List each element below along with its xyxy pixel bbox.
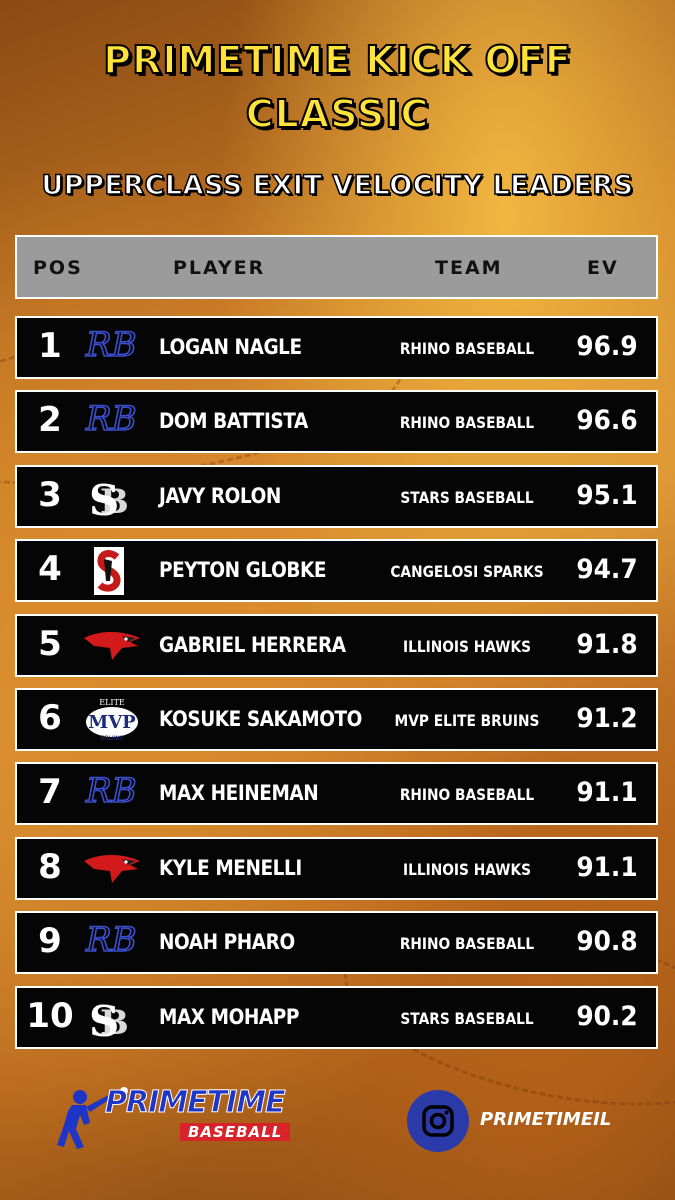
row-exit-velocity: 91.8 [576,628,638,660]
page-title-line2: CLASSIC [245,91,430,137]
table-row: 3 S B JAVY ROLON STARS BASEBALL 95.1 [15,464,658,528]
row-team-name: STARS BASEBALL [400,1008,534,1028]
instagram-icon [422,1105,454,1137]
table-row: 2 RB DOM BATTISTA RHINO BASEBALL 96.6 [15,390,658,454]
row-exit-velocity: 91.1 [576,851,638,883]
table-row: 8 KYLE MENELLI ILLINOIS HAWKS 91.1 [15,836,658,900]
svg-text:B: B [100,1003,129,1043]
row-team-name: RHINO BASEBALL [399,413,535,433]
row-exit-velocity: 96.6 [576,405,638,437]
stars-baseball-logo-icon: S B [82,992,138,1046]
illinois-hawks-logo-icon [82,843,140,895]
row-team-name: STARS BASEBALL [400,487,534,507]
row-player-name: MAX MOHAPP [159,1004,299,1029]
table-row: 10 S B MAX MOHAPP STARS BASEBALL 90.2 [15,985,658,1049]
batter-icon [57,1087,128,1149]
row-position: 9 [38,921,62,962]
table-row: 7 RB MAX HEINEMAN RHINO BASEBALL 91.1 [15,762,658,826]
row-position: 2 [38,400,62,441]
column-header-player: PLAYER [173,257,266,279]
footer-brand: PRIMETIME [105,1085,287,1121]
svg-text:S: S [89,476,119,523]
cangelosi-sparks-logo-icon [82,545,138,597]
svg-text:RB: RB [85,920,137,960]
row-position: 10 [26,995,74,1036]
column-header-pos: POS [33,257,83,279]
instagram-handle[interactable]: PRIMETIMEIL [480,1109,612,1130]
row-position: 8 [38,846,62,887]
row-position: 1 [38,326,62,366]
svg-text:RB: RB [85,771,137,811]
page-title-line1: PRIMETIME KICK OFF [102,37,572,83]
row-exit-velocity: 91.1 [576,777,638,809]
row-player-name: DOM BATTISTA [159,409,308,434]
svg-text:ELITE: ELITE [99,698,125,707]
svg-text:RB: RB [85,399,137,439]
row-exit-velocity: 91.2 [576,703,638,734]
row-player-name: PEYTON GLOBKE [159,558,327,583]
row-team-name: ILLINOIS HAWKS [402,636,532,656]
column-header-ev: EV [587,257,619,279]
table-row: 9 RB NOAH PHARO RHINO BASEBALL 90.8 [15,911,658,975]
row-player-name: NOAH PHARO [159,930,295,955]
row-team-name: MVP ELITE BRUINS [394,711,540,730]
row-team-name: ILLINOIS HAWKS [402,859,532,879]
row-player-name: KOSUKE SAKAMOTO [159,707,362,731]
row-team-name: RHINO BASEBALL [399,339,535,358]
row-player-name: GABRIEL HERRERA [159,632,346,657]
footer-brand-sub: BASEBALL [180,1123,291,1141]
rhino-baseball-logo-icon: RB [82,917,138,969]
row-player-name: JAVY ROLON [159,483,281,508]
row-team-name: CANGELOSI SPARKS [390,562,544,582]
row-position: 5 [38,623,62,664]
row-team-name: RHINO BASEBALL [399,934,535,954]
row-position: 6 [38,698,62,738]
svg-text:B: B [100,482,129,522]
instagram-badge[interactable] [407,1090,469,1152]
row-position: 7 [38,772,62,813]
row-exit-velocity: 94.7 [576,554,638,586]
rhino-baseball-logo-icon: RB [82,396,138,448]
row-player-name: LOGAN NAGLE [159,335,302,359]
table-row: 6 ELITE MVP BRUINS KOSUKE SAKAMOTO MVP E… [15,688,658,751]
row-player-name: KYLE MENELLI [159,855,302,880]
table-header: POS PLAYER TEAM EV [15,235,658,299]
table-row: 1 RB LOGAN NAGLE RHINO BASEBALL 96.9 [15,316,658,379]
svg-text:RB: RB [85,325,137,365]
row-team-name: RHINO BASEBALL [399,785,535,805]
column-header-team: TEAM [435,257,503,279]
svg-text:MVP: MVP [88,712,136,733]
mvp-elite-bruins-logo-icon: ELITE MVP BRUINS [82,694,138,746]
row-position: 3 [38,474,62,515]
svg-text:S: S [89,997,119,1044]
row-exit-velocity: 95.1 [576,479,638,511]
row-player-name: MAX HEINEMAN [159,781,319,806]
rhino-baseball-logo-icon: RB [82,322,138,374]
svg-text:BRUINS: BRUINS [101,735,124,742]
page-subtitle: UPPERCLASS EXIT VELOCITY LEADERS [41,169,634,202]
illinois-hawks-logo-icon [82,620,140,672]
row-exit-velocity: 96.9 [576,331,638,362]
stars-baseball-logo-icon: S B [82,471,138,525]
primetime-baseball-logo: PRIMETIME BASEBALL [50,1085,310,1155]
rhino-baseball-logo-icon: RB [82,768,138,820]
row-exit-velocity: 90.8 [576,926,638,958]
row-position: 4 [38,549,62,590]
table-row: 5 GABRIEL HERRERA ILLINOIS HAWKS 91.8 [15,613,658,677]
table-row: 4 PEYTON GLOBKE CANGELOSI SPARKS 94.7 [15,539,658,603]
row-exit-velocity: 90.2 [576,1000,638,1032]
